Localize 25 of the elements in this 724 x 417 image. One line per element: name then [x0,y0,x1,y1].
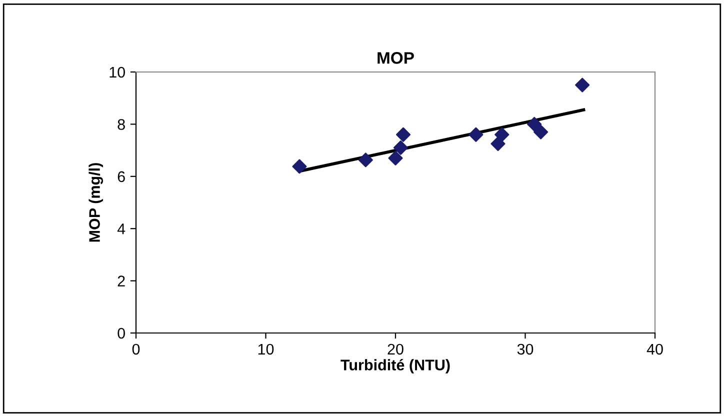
point [575,78,590,92]
point [292,159,307,174]
point [358,152,373,168]
point [468,127,484,142]
y-tick-label: 2 [118,276,125,286]
point [396,127,411,142]
y-tick-label: 0 [118,328,125,339]
point [527,116,542,132]
point [388,150,403,166]
chart-title: MOP [378,52,414,64]
x-tick-label: 20 [388,344,404,355]
x-axis-title: Turbidité (NTU) [340,359,450,374]
x-tick-label: 30 [517,344,534,355]
y-tick-label: 8 [118,119,125,130]
y-tick-label: 4 [117,224,126,234]
point [494,127,510,142]
y-axis-title: MOP (mg/l) [88,163,104,242]
x-tick-label: 10 [258,344,274,355]
x-tick-label: 40 [646,344,663,355]
point [534,124,548,140]
point [490,136,506,152]
y-tick-label: 6 [118,171,125,182]
y-tick-label: 10 [110,66,125,78]
x-tick-label: 0 [132,344,140,355]
point [393,140,408,155]
